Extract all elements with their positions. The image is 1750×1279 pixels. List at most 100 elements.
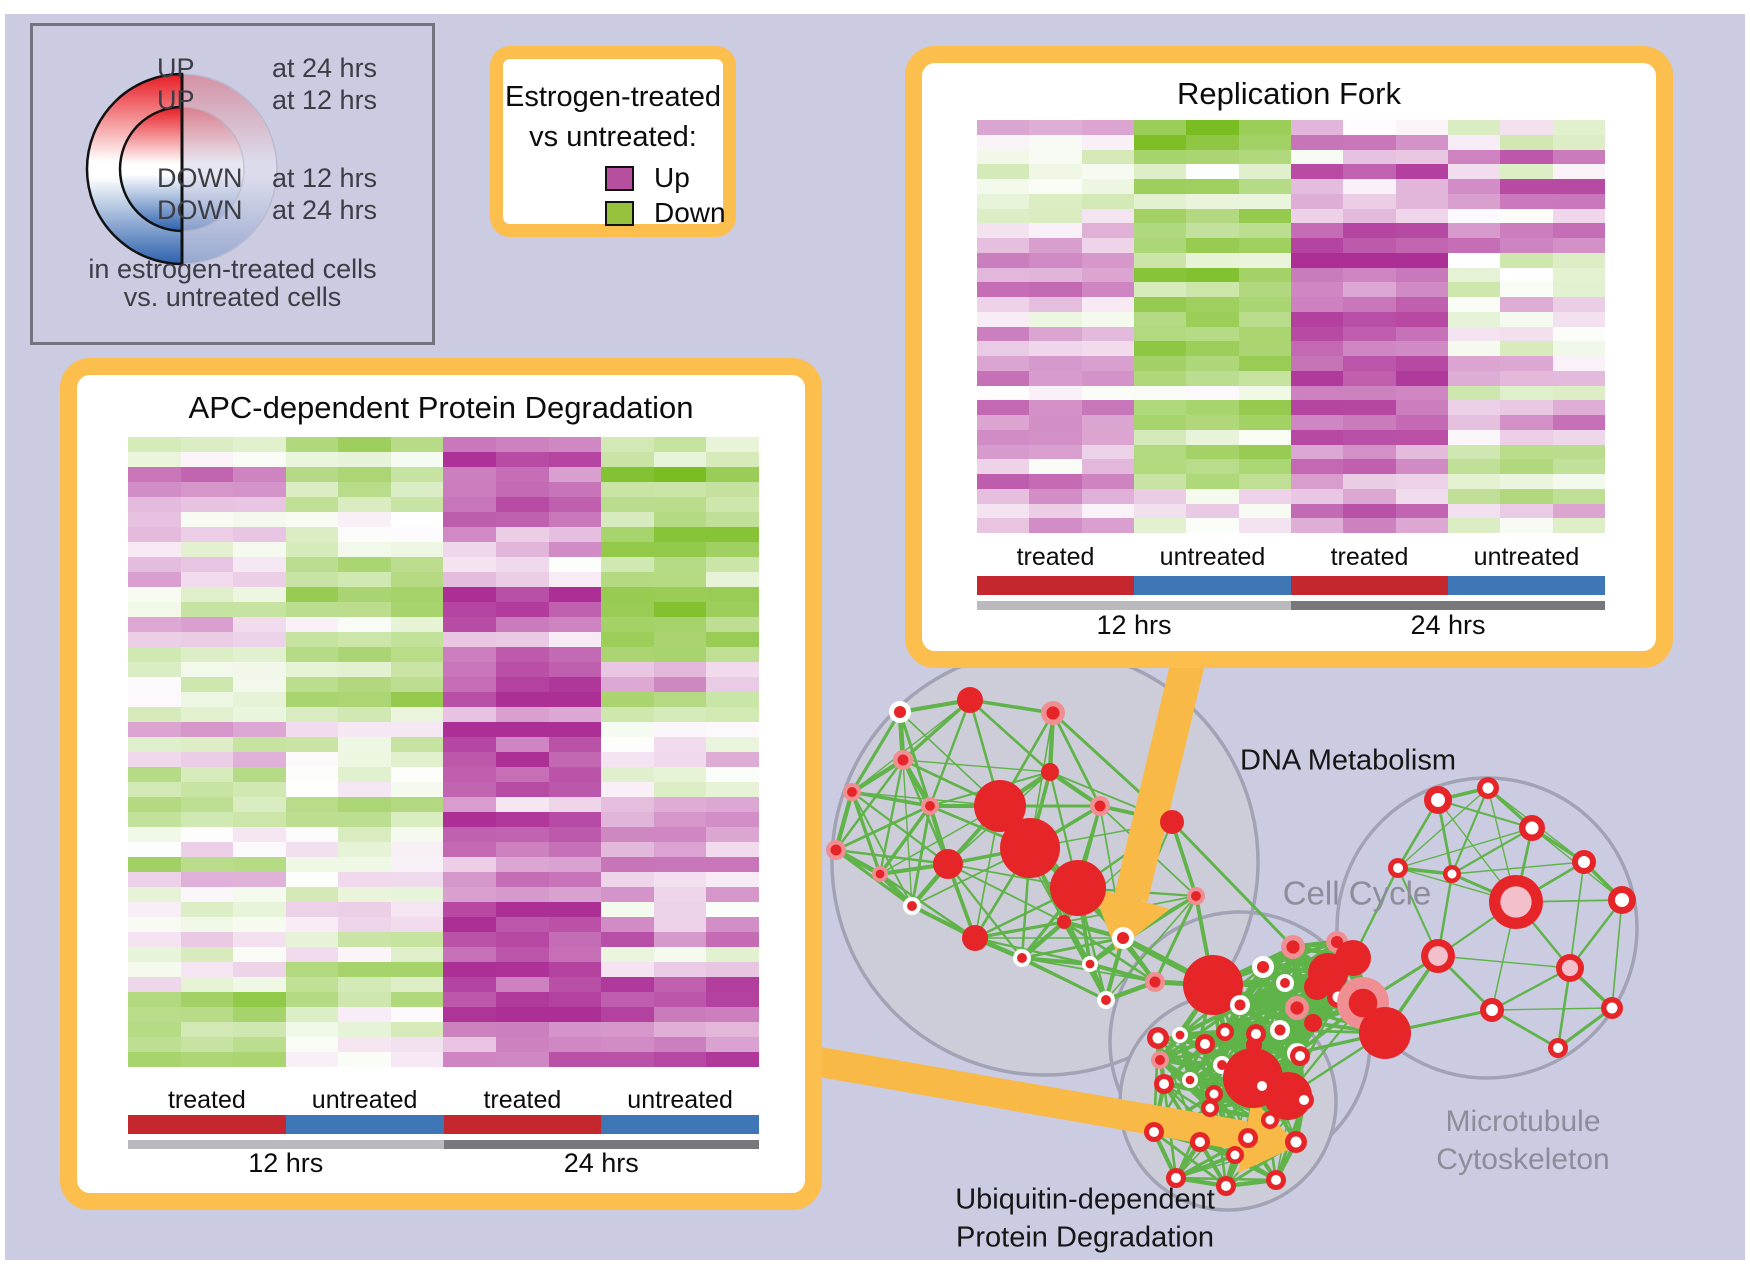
- heatmap-cell: [1395, 120, 1448, 135]
- heatmap-cell: [180, 617, 234, 632]
- heatmap-cell: [338, 662, 391, 677]
- heatmap-cell: [180, 722, 234, 737]
- heatmap-cell: [977, 193, 1030, 209]
- network-node: [1304, 1014, 1322, 1032]
- heatmap-cell: [548, 917, 602, 932]
- heatmap-cell: [1029, 164, 1082, 179]
- apc-group-label-2: treated: [483, 1086, 562, 1114]
- heatmap-cell: [338, 752, 391, 767]
- heatmap-cell: [548, 632, 602, 647]
- heatmap-cell: [977, 341, 1030, 356]
- heatmap-cell: [1552, 297, 1605, 312]
- heatmap-cell: [390, 482, 444, 497]
- heatmap-cell: [601, 737, 654, 752]
- heatmap-cell: [1186, 474, 1239, 489]
- heatmap-cell: [338, 977, 391, 992]
- heatmap-cell: [1029, 282, 1082, 297]
- heatmap-cell: [1395, 503, 1448, 519]
- heatmap-cell: [1029, 297, 1082, 312]
- heatmap-cell: [548, 1052, 602, 1067]
- network-node: [1266, 1170, 1286, 1190]
- heatmap-cell: [1500, 488, 1553, 504]
- heatmap-cell: [548, 1037, 602, 1052]
- network-edge: [1170, 821, 1198, 897]
- heatmap-cell: [1238, 297, 1291, 312]
- heatmap-cell: [1447, 474, 1501, 489]
- heatmap-cell: [1290, 238, 1344, 253]
- heatmap-cell: [128, 587, 181, 602]
- heatmap-cell: [977, 503, 1030, 519]
- heatmap-cell: [128, 947, 181, 962]
- heatmap-cell: [1133, 208, 1187, 224]
- heatmap-cell: [285, 962, 339, 977]
- heatmap-cell: [1029, 134, 1082, 150]
- up-label: Up: [654, 162, 690, 193]
- heatmap-cell: [1395, 297, 1448, 312]
- heatmap-cell: [548, 737, 602, 752]
- heatmap-cell: [338, 587, 391, 602]
- heatmap-cell: [1029, 444, 1082, 460]
- heatmap-cell: [1238, 252, 1291, 268]
- heatmap-cell: [443, 767, 497, 782]
- heatmap-cell: [1447, 120, 1501, 135]
- heatmap-cell: [1500, 149, 1553, 165]
- heatmap-cell: [128, 1052, 181, 1067]
- up-color-swatch: [605, 165, 634, 191]
- network-edge: [1178, 1034, 1212, 1109]
- heatmap-cell: [233, 782, 286, 797]
- heatmap-cell: [338, 632, 391, 647]
- heatmap-cell: [1343, 282, 1396, 297]
- network-node: [1489, 875, 1543, 929]
- heatmap-cell: [706, 557, 759, 572]
- heatmap-cell: [233, 677, 286, 692]
- heatmap-cell: [1029, 238, 1082, 253]
- heatmap-cell: [1186, 311, 1239, 327]
- heatmap-cell: [1343, 297, 1396, 312]
- heatmap-cell: [1186, 415, 1239, 430]
- heatmap-cell: [1133, 326, 1187, 342]
- heatmap-cell: [977, 223, 1030, 238]
- network-node: [1082, 956, 1098, 972]
- heatmap-cell: [1552, 223, 1605, 238]
- heatmap-cell: [180, 917, 234, 932]
- heatmap-cell: [548, 662, 602, 677]
- heatmap-cell: [1500, 297, 1553, 312]
- heatmap-cell: [1500, 134, 1553, 150]
- heatmap-cell: [1133, 179, 1187, 194]
- heatmap-cell: [443, 512, 497, 527]
- heatmap-cell: [233, 797, 286, 812]
- network-edge: [974, 920, 1065, 940]
- heatmap-cell: [601, 542, 654, 557]
- heatmap-cell: [1343, 134, 1396, 150]
- heatmap-cell: [390, 437, 444, 452]
- heatmap-cell: [1395, 415, 1448, 430]
- heatmap-cell: [601, 602, 654, 617]
- heatmap-cell: [443, 797, 497, 812]
- heatmap-cell: [1343, 311, 1396, 327]
- heatmap-cell: [1238, 341, 1291, 356]
- network-node: [1548, 1038, 1568, 1058]
- heatmap-cell: [1343, 474, 1396, 489]
- heatmap-cell: [496, 632, 549, 647]
- network-node: [889, 701, 911, 723]
- heatmap-cell: [233, 767, 286, 782]
- heatmap-cell: [1029, 252, 1082, 268]
- heatmap-cell: [1081, 341, 1134, 356]
- heatmap-cell: [285, 512, 339, 527]
- heatmap-cell: [1029, 208, 1082, 224]
- heatmap-cell: [128, 662, 181, 677]
- heatmap-cell: [1447, 208, 1501, 224]
- heatmap-cell: [1238, 282, 1291, 297]
- network-node: [903, 897, 921, 915]
- heatmap-cell: [338, 557, 391, 572]
- heatmap-cell: [233, 467, 286, 482]
- heatmap-cell: [1395, 429, 1448, 445]
- heatmap-cell: [1186, 444, 1239, 460]
- heatmap-cell: [1395, 326, 1448, 342]
- heatmap-cell: [496, 887, 549, 902]
- heatmap-cell: [443, 1007, 497, 1022]
- heatmap-cell: [1552, 503, 1605, 519]
- heatmap-cell: [1133, 238, 1187, 253]
- network-node: [1252, 1076, 1272, 1096]
- heatmap-cell: [1343, 370, 1396, 386]
